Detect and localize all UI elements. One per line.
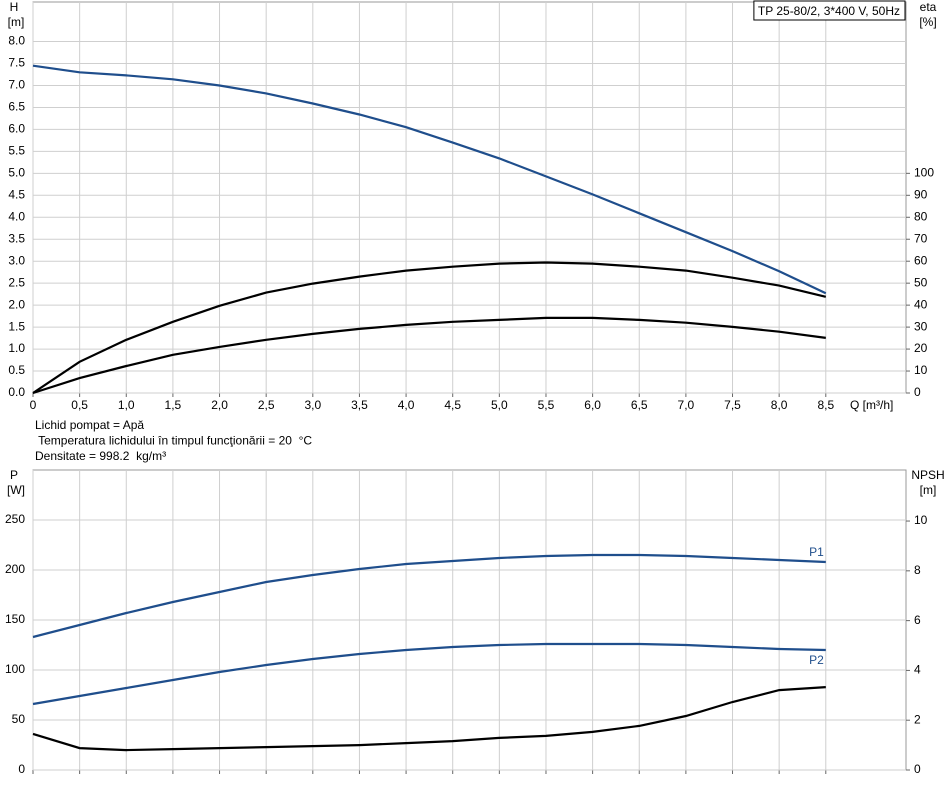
annotation: Temperatura lichidului în timpul funcţio…: [35, 434, 312, 448]
y2-tick-label: 80: [914, 209, 928, 223]
series-line: [32, 686, 826, 752]
x-tick-label: 2,0: [211, 398, 228, 412]
y-tick-label: 1.5: [8, 319, 25, 333]
y2-tick-label: 90: [914, 187, 928, 201]
x-tick-label: 3,0: [304, 398, 321, 412]
x-tick-label: 2,5: [258, 398, 275, 412]
y-tick-label: 3.0: [8, 253, 25, 267]
y-axis-unit: [W]: [7, 483, 25, 497]
y-tick-label: 4.5: [8, 187, 25, 201]
y-tick-label: 8.0: [8, 34, 25, 48]
y-axis-label: P: [10, 468, 18, 482]
x-tick-label: 5,5: [538, 398, 555, 412]
y2-tick-label: 100: [914, 166, 934, 180]
y-tick-label: 4.0: [8, 209, 25, 223]
annotation: Lichid pompat = Apă: [35, 418, 144, 432]
y2-tick-label: 10: [914, 513, 928, 527]
y-tick-label: 5.5: [8, 144, 25, 158]
y2-tick-label: 2: [914, 712, 921, 726]
x-tick-label: 3,5: [351, 398, 368, 412]
y-tick-label: 7.0: [8, 78, 25, 92]
y-tick-label: 6.5: [8, 100, 25, 114]
y2-tick-label: 20: [914, 341, 928, 355]
chart-title: TP 25-80/2, 3*400 V, 50Hz: [758, 4, 900, 18]
y-tick-label: 6.0: [8, 122, 25, 136]
y-tick-label: 250: [5, 512, 25, 526]
series-line: [32, 261, 827, 394]
y-tick-label: 0.5: [8, 363, 25, 377]
title-box: [753, 0, 906, 21]
y2-tick-label: 10: [914, 363, 928, 377]
y2-tick-label: 30: [914, 319, 928, 333]
y2-tick-label: 50: [914, 275, 928, 289]
y-tick-label: 7.5: [8, 56, 25, 70]
y2-tick-label: 60: [914, 253, 928, 267]
x-tick-label: 1,0: [118, 398, 135, 412]
x-axis-label: Q [m³/h]: [850, 398, 893, 412]
x-tick-label: 8,0: [771, 398, 788, 412]
y2-axis-unit: [m]: [920, 483, 937, 497]
y-tick-label: 200: [5, 562, 25, 576]
x-tick-label: 4,0: [398, 398, 415, 412]
y2-axis-label: NPSH: [911, 468, 944, 482]
x-tick-label: 8,5: [817, 398, 834, 412]
y-tick-label: 0: [18, 762, 25, 776]
y2-tick-label: 70: [914, 231, 928, 245]
y-axis-label: H: [10, 0, 19, 14]
x-tick-label: 1,5: [165, 398, 182, 412]
y2-tick-label: 8: [914, 563, 921, 577]
y-tick-label: 150: [5, 612, 25, 626]
y2-axis-label: eta: [920, 0, 937, 14]
y-tick-label: 2.0: [8, 297, 25, 311]
y-tick-label: 3.5: [8, 231, 25, 245]
y2-tick-label: 0: [914, 385, 921, 399]
y-tick-label: 1.0: [8, 341, 25, 355]
y2-axis-unit: [%]: [919, 15, 936, 29]
y2-tick-label: 40: [914, 297, 928, 311]
x-tick-label: 4,5: [444, 398, 461, 412]
annotation: Densitate = 998.2 kg/m³: [35, 449, 166, 463]
y2-tick-label: 6: [914, 613, 921, 627]
series-line: [32, 553, 826, 639]
plot-area: [32, 1, 907, 394]
y2-tick-label: 4: [914, 663, 921, 677]
x-tick-label: 7,0: [678, 398, 695, 412]
x-tick-label: 6,5: [631, 398, 648, 412]
y-tick-label: 0.0: [8, 385, 25, 399]
series-label: P1: [809, 545, 824, 559]
series-line: [32, 316, 826, 395]
y2-tick-label: 0: [914, 762, 921, 776]
y-axis-unit: [m]: [8, 15, 25, 29]
x-tick-label: 0,5: [71, 398, 88, 412]
x-tick-label: 5,0: [491, 398, 508, 412]
y-tick-label: 50: [12, 712, 26, 726]
y-tick-label: 2.5: [8, 275, 25, 289]
series-label: P2: [809, 653, 824, 667]
x-tick-label: 0: [30, 398, 37, 412]
series-line: [32, 642, 826, 706]
y-tick-label: 100: [5, 662, 25, 676]
series-line: [32, 64, 827, 295]
y-tick-label: 5.0: [8, 166, 25, 180]
x-tick-label: 6,0: [584, 398, 601, 412]
x-tick-label: 7,5: [724, 398, 741, 412]
